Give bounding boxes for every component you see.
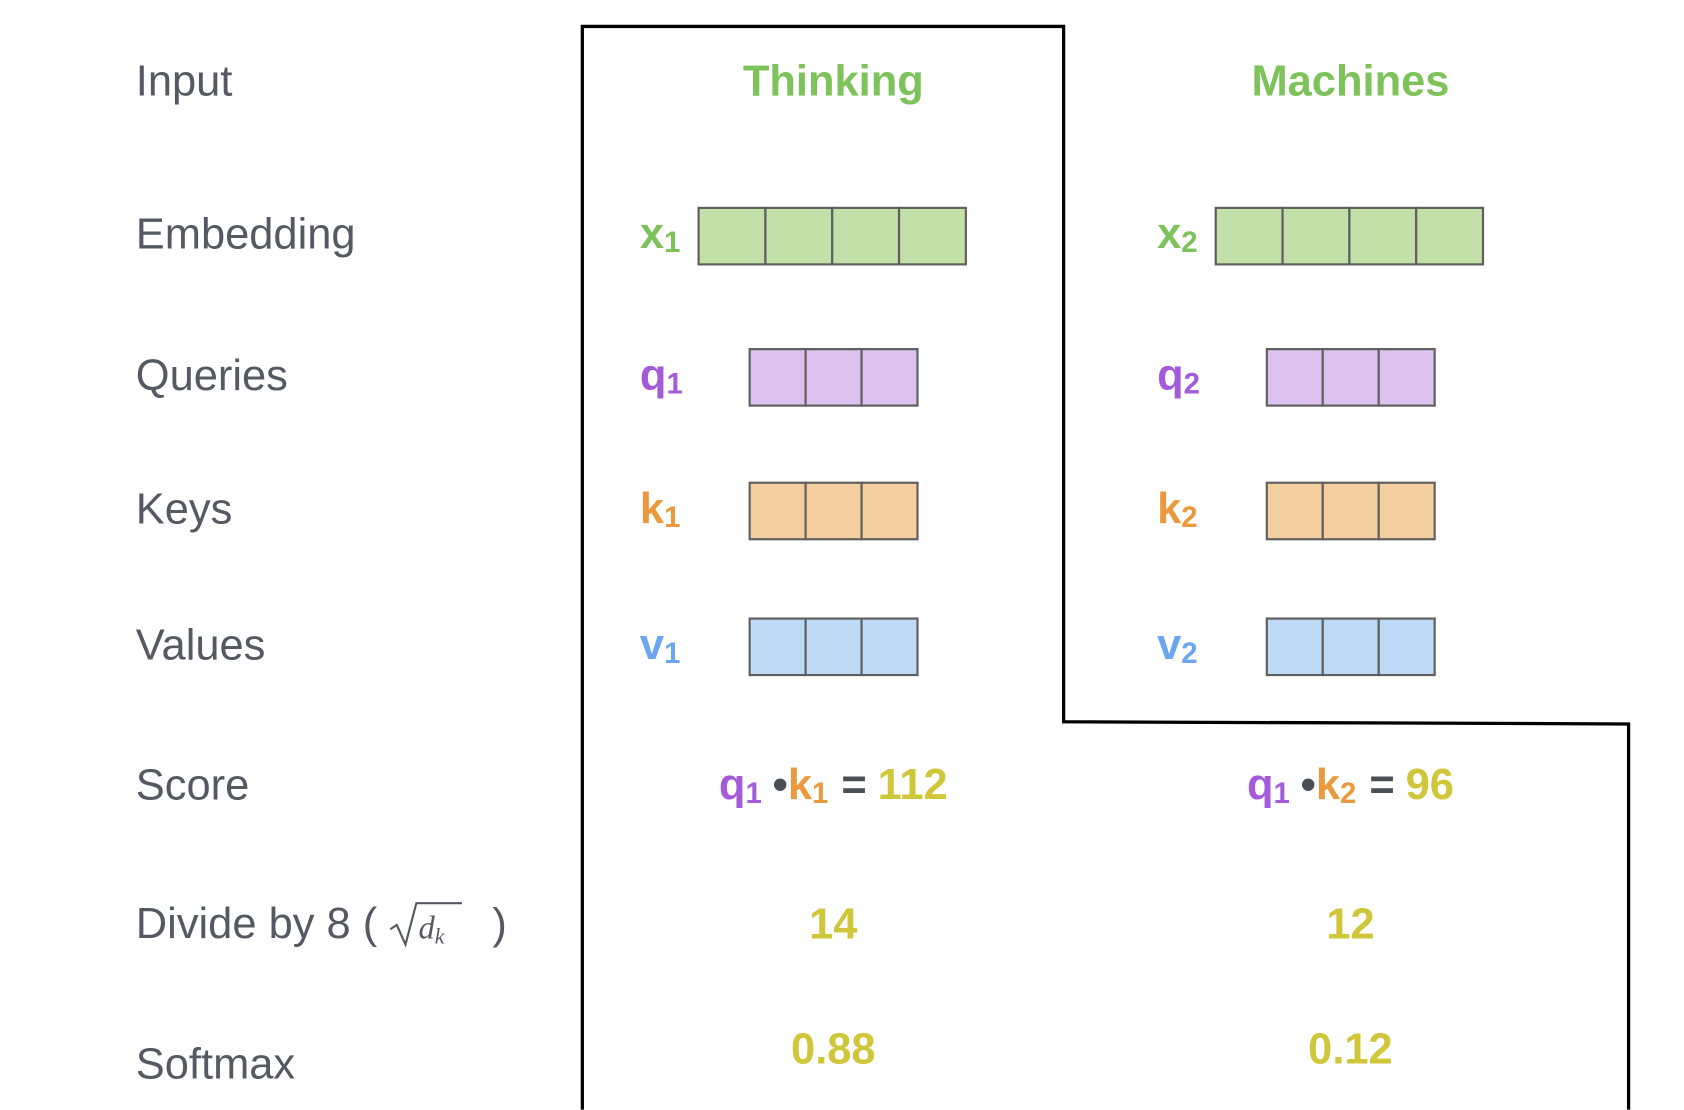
queries-cell	[1377, 348, 1436, 407]
divided-score: 12	[1326, 901, 1374, 949]
score-q-symbol: q	[719, 762, 746, 810]
score-q-index: 1	[1273, 777, 1289, 810]
queries-cell	[1265, 348, 1324, 407]
divided-score: 14	[809, 901, 857, 949]
radicand: dk	[419, 911, 445, 948]
queries-label-index: 2	[1184, 368, 1200, 401]
values-cell	[1265, 617, 1324, 677]
values-label-index: 1	[664, 637, 680, 670]
keys-label: k1	[640, 486, 680, 535]
softmax-score: 0.12	[1308, 1026, 1393, 1074]
outline	[580, 24, 1631, 1110]
values-label: v1	[640, 621, 680, 670]
keys-label-symbol: k	[1157, 486, 1182, 534]
softmax-score: 0.88	[791, 1026, 876, 1074]
keys-label: k2	[1157, 486, 1197, 535]
queries-label-symbol: q	[1157, 352, 1184, 400]
embedding-label: x2	[1157, 211, 1197, 260]
embedding-cell	[1415, 206, 1485, 266]
embedding-label-symbol: x	[640, 211, 664, 259]
row-label-suffix: )	[492, 901, 506, 949]
keys-cell	[860, 481, 919, 541]
row-label: Queries	[136, 352, 288, 400]
embedding-label-symbol: x	[1157, 211, 1181, 259]
radical-sign	[389, 902, 462, 948]
queries-cell	[748, 348, 807, 407]
embedding-label: x1	[640, 211, 680, 260]
row-label: Softmax	[136, 1041, 296, 1089]
embedding-label-index: 2	[1181, 226, 1197, 259]
embedding-cell	[831, 206, 901, 266]
row-label: Score	[136, 762, 249, 810]
row-label: Input	[136, 58, 233, 106]
keys-cell	[1377, 481, 1436, 541]
score-k-symbol: k	[788, 762, 813, 810]
embedding-cell	[1348, 206, 1418, 266]
embedding-cell	[897, 206, 967, 266]
score-equals: =	[1369, 762, 1394, 810]
values-cell	[1377, 617, 1436, 677]
values-label-symbol: v	[640, 621, 664, 669]
queries-cell	[804, 348, 863, 407]
embedding-cell	[1281, 206, 1351, 266]
radicand-subscript: k	[435, 924, 445, 948]
queries-label-symbol: q	[640, 352, 667, 400]
queries-label: q2	[1157, 352, 1200, 401]
input-word: Machines	[1251, 58, 1449, 106]
values-label-index: 2	[1181, 637, 1197, 670]
score-k-index: 2	[1340, 777, 1356, 810]
embedding-label-index: 1	[664, 226, 680, 259]
score-result: 112	[878, 762, 948, 810]
score-q-symbol: q	[1247, 762, 1274, 810]
values-cell	[1321, 617, 1380, 677]
input-word: Thinking	[743, 58, 924, 106]
keys-label-index: 1	[664, 501, 680, 534]
keys-cell	[804, 481, 863, 541]
score-q-index: 1	[745, 777, 761, 810]
queries-cell	[1321, 348, 1380, 407]
keys-label-symbol: k	[640, 486, 665, 534]
keys-cell	[1265, 481, 1324, 541]
values-cell	[860, 617, 919, 677]
keys-cell	[1321, 481, 1380, 541]
score-equals: =	[841, 762, 866, 810]
keys-label-index: 2	[1181, 501, 1197, 534]
values-cell	[748, 617, 807, 677]
queries-cell	[860, 348, 919, 407]
row-label: Keys	[136, 486, 233, 534]
score-dot: •	[1301, 762, 1316, 810]
embedding-cell	[697, 206, 767, 266]
values-label: v2	[1157, 621, 1197, 670]
score-result: 96	[1406, 762, 1454, 810]
score-dot: •	[773, 762, 788, 810]
values-label-symbol: v	[1157, 621, 1181, 669]
queries-label-index: 1	[666, 368, 682, 401]
embedding-cell	[1214, 206, 1284, 266]
score-k-symbol: k	[1316, 762, 1341, 810]
values-cell	[804, 617, 863, 677]
score-k-index: 1	[812, 777, 828, 810]
score-expression: q1 •k2 = 96	[1247, 762, 1454, 811]
score-expression: q1 •k1 = 112	[719, 762, 948, 811]
row-label-prefix: Divide by 8 (	[136, 901, 378, 949]
keys-cell	[748, 481, 807, 541]
queries-label: q1	[640, 352, 683, 401]
radicand-symbol: d	[419, 911, 436, 947]
row-label: Embedding	[136, 211, 356, 259]
embedding-cell	[764, 206, 834, 266]
row-label: Values	[136, 621, 266, 669]
row-label: Divide by 8 (	[136, 901, 378, 949]
